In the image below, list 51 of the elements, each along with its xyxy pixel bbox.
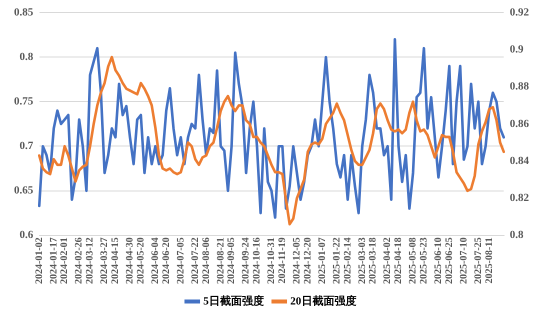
y-tick-label: 0.6	[20, 229, 34, 242]
legend-label: 5日截面强度	[203, 294, 264, 308]
y-tick-label: 0.85	[14, 6, 34, 18]
x-tick-label: 2024-09-05	[226, 237, 238, 284]
x-tick-label: 2025-02-14	[342, 237, 354, 284]
x-tick-label: 2024-04-15	[110, 237, 122, 284]
x-tick-label: 2024-06-20	[160, 237, 172, 284]
x-tick-label: 2025-01-22	[331, 237, 342, 284]
y2-tick-label: 0.9	[510, 44, 524, 56]
x-tick-label: 2025-04-02	[382, 237, 394, 284]
y-tick-label: 0.75	[14, 96, 34, 108]
x-tick-label: 2025-03-18	[368, 237, 379, 284]
x-tick-label: 2025-05-08	[408, 237, 419, 284]
x-tick-label: 2024-03-27	[99, 237, 110, 284]
x-tick-label: 2024-02-26	[74, 237, 85, 284]
x-tick-label: 2024-01-02	[34, 237, 45, 284]
y-tick-label: 0.8	[20, 50, 34, 63]
y-tick-label: 0.7	[20, 140, 34, 152]
x-tick-label: 2025-06-25	[444, 237, 455, 284]
x-tick-label: 2025-08-11	[484, 237, 495, 284]
x-tick-label: 2024-08-21	[215, 237, 226, 284]
legend-label: 20日截面强度	[290, 294, 356, 308]
x-tick-label: 2024-07-05	[175, 237, 186, 284]
y2-tick-label: 0.92	[510, 6, 530, 18]
x-tick-label: 2024-10-31	[266, 237, 278, 284]
x-tick-label: 2024-03-12	[84, 237, 96, 284]
x-tick-label: 2024-04-30	[124, 237, 136, 284]
x-tick-label: 2024-10-16	[252, 237, 263, 284]
y2-tick-label: 0.86	[510, 118, 530, 130]
x-tick-label: 2024-06-04	[150, 237, 161, 284]
x-tick-label: 2025-07-25	[472, 237, 484, 284]
x-tick-label: 2024-08-06	[200, 237, 212, 284]
y-tick-label: 0.65	[14, 184, 34, 197]
x-tick-label: 2025-06-10	[433, 237, 444, 284]
x-tick-label: 2025-04-18	[393, 237, 404, 284]
x-tick-label: 2025-03-03	[356, 237, 368, 284]
x-tick-label: 2025-01-07	[316, 237, 328, 284]
y2-tick-label: 0.84	[510, 154, 530, 167]
x-tick-label: 2024-12-05	[291, 237, 302, 284]
x-tick-label: 2024-12-20	[302, 237, 314, 284]
x-tick-label: 2024-11-19	[276, 237, 288, 284]
x-tick-label: 2024-07-22	[190, 237, 201, 284]
x-tick-label: 2024-09-24	[240, 237, 252, 284]
x-tick-label: 2024-02-01	[59, 237, 70, 284]
y2-tick-label: 0.82	[510, 192, 530, 204]
x-tick-label: 2025-07-10	[458, 237, 470, 284]
y2-tick-label: 0.88	[510, 80, 530, 93]
x-tick-label: 2024-01-17	[48, 237, 60, 284]
y2-tick-label: 0.8	[510, 229, 524, 242]
x-tick-label: 2025-05-23	[418, 237, 430, 284]
x-tick-label: 2024-05-20	[135, 237, 146, 284]
